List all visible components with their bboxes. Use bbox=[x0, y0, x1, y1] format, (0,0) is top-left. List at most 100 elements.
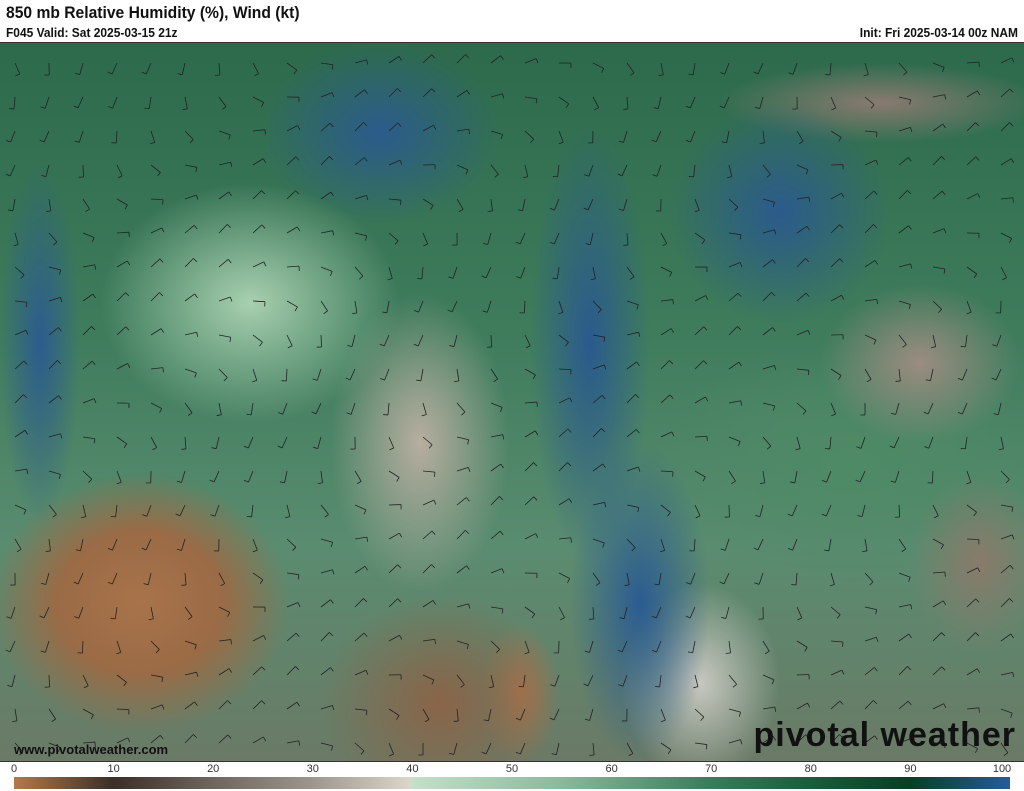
wind-barb bbox=[184, 671, 199, 677]
wind-barb bbox=[490, 93, 505, 99]
wind-barb bbox=[898, 334, 907, 348]
wind-barb bbox=[558, 462, 572, 472]
wind-barb bbox=[354, 232, 368, 241]
wind-barb bbox=[932, 600, 947, 608]
wind-barb bbox=[116, 436, 128, 449]
wind-barb bbox=[82, 326, 96, 336]
wind-barb bbox=[1000, 598, 1014, 608]
wind-barb bbox=[755, 504, 764, 517]
wind-barb bbox=[107, 538, 118, 551]
wind-barb bbox=[694, 198, 700, 213]
wind-barb bbox=[243, 470, 254, 483]
wind-barb bbox=[855, 470, 866, 483]
wind-barb bbox=[898, 604, 913, 610]
wind-barb bbox=[830, 368, 842, 380]
wind-barb bbox=[148, 606, 154, 621]
wind-barb bbox=[592, 334, 606, 342]
wind-barb bbox=[388, 159, 403, 166]
wind-barb bbox=[1000, 266, 1007, 281]
wind-barb bbox=[490, 640, 500, 654]
wind-barb bbox=[993, 402, 1002, 416]
wind-barb bbox=[116, 260, 131, 268]
wind-barb bbox=[796, 702, 811, 710]
wind-barb bbox=[721, 606, 730, 619]
wind-barb bbox=[422, 530, 436, 540]
wind-barb bbox=[246, 504, 254, 518]
wind-barb bbox=[762, 436, 772, 450]
wind-barb bbox=[354, 470, 362, 485]
wind-barb bbox=[932, 703, 947, 710]
wind-barb bbox=[592, 538, 605, 548]
wind-barb bbox=[176, 470, 186, 483]
wind-barb bbox=[181, 436, 187, 450]
wind-barbs bbox=[5, 54, 1015, 757]
wind-barb bbox=[320, 705, 335, 711]
wind-barb bbox=[82, 232, 95, 243]
wind-barb bbox=[864, 606, 878, 615]
wind-barb bbox=[320, 504, 329, 518]
wind-barb bbox=[456, 603, 471, 609]
wind-barb bbox=[524, 96, 538, 104]
wind-barb bbox=[116, 708, 130, 715]
wind-barb bbox=[487, 198, 493, 212]
wind-barb bbox=[898, 633, 912, 642]
wind-barb bbox=[864, 224, 878, 234]
wind-barb bbox=[687, 640, 696, 654]
wind-barb bbox=[932, 538, 944, 550]
wind-barb bbox=[1000, 564, 1014, 574]
wind-barb bbox=[252, 736, 267, 744]
wind-barb bbox=[184, 606, 193, 620]
wind-barb bbox=[286, 226, 301, 234]
wind-barb bbox=[796, 368, 810, 376]
wind-barb bbox=[14, 360, 28, 370]
wind-barb bbox=[658, 62, 664, 77]
wind-barb bbox=[211, 436, 220, 450]
wind-barb bbox=[449, 334, 458, 348]
wind-barb bbox=[320, 266, 333, 277]
wind-barb bbox=[932, 300, 942, 314]
wind-barb bbox=[549, 198, 560, 211]
wind-barb bbox=[78, 164, 84, 178]
wind-barb bbox=[141, 62, 152, 75]
wind-barb bbox=[82, 674, 89, 689]
wind-barb bbox=[14, 394, 28, 404]
wind-barb bbox=[345, 368, 356, 381]
wind-barb bbox=[558, 334, 569, 347]
wind-barb bbox=[1000, 122, 1014, 132]
wind-barb bbox=[694, 470, 706, 482]
wind-barb bbox=[930, 334, 937, 349]
wind-barb bbox=[830, 640, 844, 647]
wind-barb bbox=[558, 96, 570, 109]
wind-barb bbox=[74, 606, 84, 619]
colorbar-tick: 0 bbox=[10, 763, 18, 775]
wind-barb bbox=[320, 122, 334, 132]
wind-barb bbox=[524, 401, 538, 407]
wind-barb bbox=[524, 462, 538, 472]
wind-barb bbox=[41, 164, 50, 178]
wind-barb bbox=[720, 62, 730, 75]
wind-barb bbox=[82, 293, 96, 302]
wind-barb bbox=[176, 538, 186, 551]
wind-barb bbox=[82, 436, 96, 444]
wind-barb bbox=[218, 700, 232, 710]
wind-barb bbox=[422, 124, 437, 132]
wind-barb bbox=[898, 738, 913, 744]
wind-barb bbox=[320, 191, 334, 200]
wind-barb bbox=[552, 266, 560, 280]
wind-barb bbox=[252, 334, 263, 347]
wind-barb bbox=[762, 198, 775, 208]
wind-barb bbox=[558, 130, 564, 145]
wind-barb bbox=[184, 258, 198, 268]
wind-barb bbox=[626, 266, 635, 280]
wind-barb bbox=[383, 402, 390, 416]
wind-barb bbox=[75, 62, 84, 75]
wind-barb bbox=[660, 328, 675, 336]
wind-barb bbox=[966, 567, 981, 574]
colorbar-tick: 80 bbox=[804, 763, 817, 775]
wind-barb bbox=[830, 334, 844, 340]
wind-barb bbox=[488, 674, 495, 689]
wind-barb bbox=[719, 572, 730, 585]
wind-barb bbox=[184, 225, 198, 234]
wind-barb bbox=[932, 742, 946, 749]
wind-barb bbox=[1000, 504, 1014, 512]
